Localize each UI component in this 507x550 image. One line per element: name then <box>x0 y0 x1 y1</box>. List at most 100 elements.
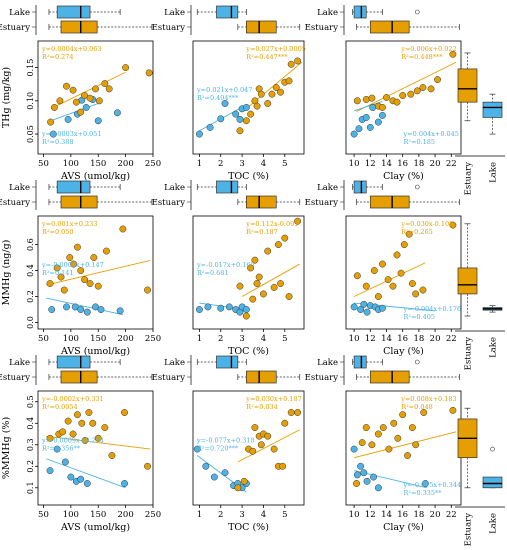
data-point-estuary <box>362 282 370 290</box>
y-axis-label: %MMHg (%) <box>1 417 12 479</box>
plot-frame <box>192 215 305 330</box>
data-point-estuary <box>368 441 376 449</box>
data-point-estuary <box>362 96 370 103</box>
data-point-estuary <box>277 88 284 96</box>
x-tick-label: 200 <box>118 159 134 169</box>
fit-line-lake <box>46 297 123 316</box>
data-point-estuary <box>393 98 401 106</box>
data-point-lake <box>77 306 85 313</box>
data-point-lake <box>113 109 121 117</box>
x-tick-label: 22 <box>446 334 457 344</box>
panel-pmmhg-avs: 50 100 150 200 250 AVS (umol/kg) 0.1 0.2 0.3 0.4 0… <box>0 355 161 533</box>
data-point-estuary <box>385 445 393 453</box>
box-group-label: Estuary <box>305 23 339 33</box>
x-tick-label: 250 <box>145 159 161 169</box>
data-point-estuary <box>449 221 457 229</box>
data-point-estuary <box>270 445 278 453</box>
data-point-estuary <box>249 295 257 303</box>
data-point-estuary <box>73 243 81 251</box>
box-group-label: Lake <box>317 183 338 193</box>
data-point-lake <box>94 117 102 125</box>
data-point-estuary <box>353 97 361 105</box>
data-point-lake <box>350 303 358 311</box>
fit-equation-lake: y=-0.077x+0.318 <box>196 436 255 444</box>
data-point-estuary <box>279 462 287 470</box>
x-tick-label: 2 <box>218 334 223 344</box>
data-point-lake <box>355 125 363 133</box>
data-point-estuary <box>89 419 97 427</box>
x-axis-label: TOC (%) <box>228 346 269 357</box>
data-point-estuary <box>73 411 81 419</box>
fit-r2-estuary: R²=0.034 <box>246 403 278 411</box>
data-point-estuary <box>77 108 85 116</box>
x-tick-label: 4 <box>261 334 266 344</box>
data-point-lake <box>360 469 368 477</box>
data-point-estuary <box>294 217 302 225</box>
x-tick-label: 3 <box>239 334 244 344</box>
x-tick-label: 14 <box>381 334 392 344</box>
data-point-estuary <box>412 290 420 298</box>
box-body <box>353 5 367 19</box>
x-tick-label: 16 <box>397 159 408 169</box>
data-point-estuary <box>294 57 302 65</box>
data-point-estuary <box>384 276 392 284</box>
x-tick-label: 20 <box>430 510 441 520</box>
data-point-estuary <box>399 411 407 419</box>
data-point-estuary <box>251 424 259 432</box>
data-point-estuary <box>145 69 153 77</box>
fit-equation-estuary: y=0.001x+0.233 <box>41 220 97 228</box>
x-tick-label: 5 <box>282 510 287 520</box>
data-point-lake <box>374 118 382 126</box>
fit-r2-lake: R²=0.405 <box>404 313 436 321</box>
data-point-estuary <box>270 283 278 291</box>
x-tick-label: 18 <box>413 510 424 520</box>
data-point-estuary <box>119 225 127 233</box>
box-body <box>369 195 410 209</box>
y-axis-label: MMHg (ng/g) <box>1 240 12 306</box>
box-body <box>216 180 239 194</box>
fit-r2-lake: R²=0.335** <box>404 489 443 497</box>
data-point-lake <box>92 303 99 311</box>
row-boxplot-lake: Lake <box>482 93 503 183</box>
data-point-lake <box>121 480 128 487</box>
box-body <box>246 20 277 34</box>
data-point-estuary <box>277 280 284 287</box>
fit-r2-lake: R²=0.494*** <box>197 94 239 102</box>
data-point-estuary <box>121 409 128 416</box>
data-point-estuary <box>253 280 261 287</box>
fit-r2-estuary: R²=0.187 <box>246 228 278 236</box>
data-point-lake <box>63 303 70 311</box>
data-point-lake <box>195 306 203 313</box>
data-point-estuary <box>69 86 77 94</box>
data-point-estuary <box>434 76 441 84</box>
row-boxplot-estuary: Estuary <box>457 52 478 196</box>
data-point-estuary <box>272 84 280 91</box>
data-point-estuary <box>383 94 390 101</box>
data-point-estuary <box>419 286 427 294</box>
row-boxplot-estuary: Estuary <box>457 407 478 546</box>
data-point-estuary <box>281 419 289 427</box>
data-point-lake <box>374 484 382 492</box>
y-tick-label: 0.0 <box>26 316 35 329</box>
data-point-estuary <box>287 409 295 416</box>
row-box-group-label: Estuary <box>464 162 474 196</box>
data-point-lake <box>225 303 233 311</box>
x-tick-label: 12 <box>365 334 376 344</box>
data-point-estuary <box>264 432 272 440</box>
data-point-estuary <box>379 424 387 432</box>
data-point-estuary <box>249 447 257 455</box>
data-point-estuary <box>69 430 77 438</box>
data-point-lake <box>360 300 368 308</box>
data-point-estuary <box>268 90 276 98</box>
data-point-estuary <box>236 282 244 290</box>
x-tick-label: 22 <box>446 510 457 520</box>
fit-r2-estuary: R²=0.265 <box>401 228 433 236</box>
data-point-estuary <box>90 254 98 262</box>
top-boxplot-estuary: Estuary <box>0 195 153 209</box>
data-point-estuary <box>236 127 244 135</box>
data-point-estuary <box>59 428 67 436</box>
data-point-estuary <box>85 409 93 416</box>
data-point-lake <box>193 445 201 453</box>
data-point-estuary <box>353 480 360 487</box>
x-tick-label: 4 <box>261 159 266 169</box>
